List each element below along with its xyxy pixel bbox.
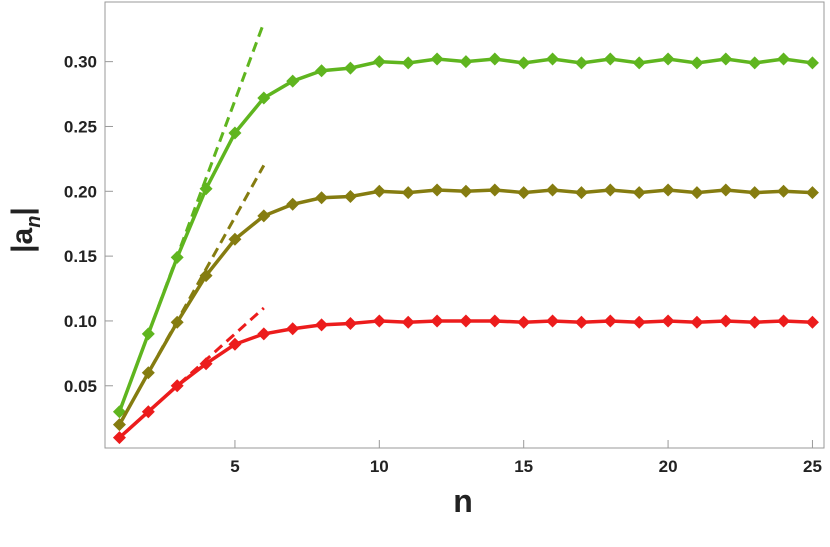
y-axis-label: |an| <box>6 207 45 253</box>
marker <box>805 56 819 70</box>
series-line <box>117 188 813 426</box>
marker <box>257 91 271 105</box>
marker <box>257 209 271 223</box>
y-label-end: | <box>6 207 39 215</box>
marker <box>488 52 502 66</box>
marker <box>546 52 560 66</box>
marker <box>632 315 646 329</box>
marker <box>343 189 357 203</box>
marker <box>459 314 473 328</box>
y-tick-label: 0.10 <box>64 312 97 331</box>
marker <box>430 52 444 66</box>
y-label-main: |a <box>6 227 39 252</box>
marker <box>517 186 531 200</box>
marker <box>690 315 704 329</box>
marker <box>661 52 675 66</box>
marker <box>459 184 473 198</box>
marker <box>228 337 242 351</box>
marker <box>257 327 271 341</box>
marker <box>286 197 300 211</box>
marker <box>430 314 444 328</box>
x-tick-label: 25 <box>803 457 822 476</box>
marker <box>748 56 762 70</box>
marker <box>315 64 329 78</box>
marker <box>574 315 588 329</box>
marker <box>459 55 473 69</box>
marker <box>719 314 733 328</box>
y-label-sub: n <box>23 216 45 228</box>
marker <box>401 315 415 329</box>
x-tick-label: 15 <box>514 457 533 476</box>
marker <box>372 314 386 328</box>
marker <box>546 183 560 197</box>
marker <box>574 56 588 70</box>
marker <box>343 61 357 75</box>
marker <box>112 405 126 419</box>
marker <box>719 183 733 197</box>
y-tick-label: 0.25 <box>64 117 97 136</box>
x-tick-label: 20 <box>659 457 678 476</box>
marker <box>690 56 704 70</box>
marker <box>228 126 242 140</box>
marker <box>199 182 213 196</box>
marker <box>632 56 646 70</box>
marker <box>517 315 531 329</box>
marker <box>199 269 213 283</box>
marker <box>315 318 329 332</box>
marker <box>286 74 300 88</box>
marker <box>315 191 329 205</box>
y-tick-label: 0.15 <box>64 247 97 266</box>
marker <box>286 322 300 336</box>
marker <box>401 186 415 200</box>
marker <box>488 183 502 197</box>
marker <box>112 431 126 445</box>
marker <box>748 186 762 200</box>
plot-frame <box>104 1 825 449</box>
marker <box>748 315 762 329</box>
marker <box>372 184 386 198</box>
marker <box>170 379 184 393</box>
marker <box>517 56 531 70</box>
marker <box>343 317 357 331</box>
marker <box>430 183 444 197</box>
marker <box>805 315 819 329</box>
marker <box>574 186 588 200</box>
marker <box>719 52 733 66</box>
y-tick-label: 0.20 <box>64 182 97 201</box>
marker <box>199 357 213 371</box>
marker <box>488 314 502 328</box>
marker <box>401 56 415 70</box>
marker <box>603 314 617 328</box>
marker <box>112 418 126 432</box>
marker <box>777 52 791 66</box>
marker <box>141 405 155 419</box>
marker <box>372 55 386 69</box>
x-axis-label: n <box>453 483 473 519</box>
y-tick-label: 0.05 <box>64 377 97 396</box>
marker <box>805 186 819 200</box>
y-tick-label: 0.30 <box>64 53 97 72</box>
marker <box>141 366 155 380</box>
marker <box>603 52 617 66</box>
marker <box>690 186 704 200</box>
marker <box>170 250 184 264</box>
x-tick-label: 10 <box>370 457 389 476</box>
series-line <box>118 319 813 439</box>
marker <box>228 232 242 246</box>
x-tick-label: 5 <box>230 457 239 476</box>
marker <box>777 184 791 198</box>
marker <box>661 314 675 328</box>
marker <box>661 183 675 197</box>
marker <box>141 327 155 341</box>
marker <box>777 314 791 328</box>
marker <box>632 186 646 200</box>
marker <box>170 315 184 329</box>
marker <box>603 183 617 197</box>
marker <box>546 314 560 328</box>
